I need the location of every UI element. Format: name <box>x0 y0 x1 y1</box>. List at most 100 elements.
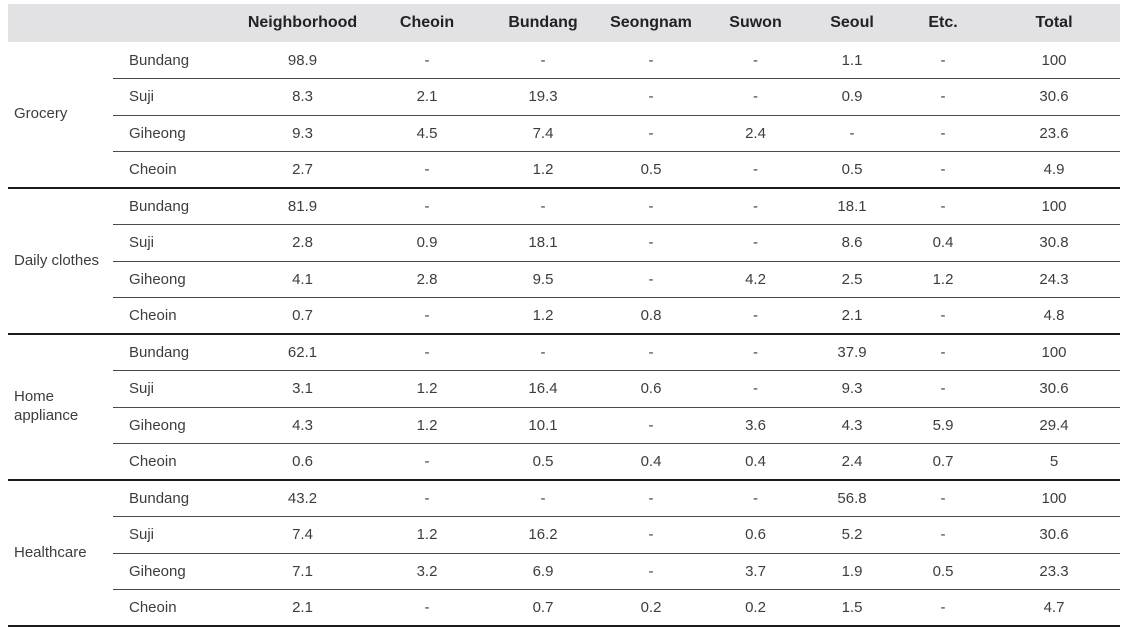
value-cell: 5.9 <box>898 407 988 444</box>
value-cell: - <box>705 42 806 79</box>
value-cell: - <box>898 151 988 189</box>
value-cell: 0.6 <box>597 370 705 408</box>
value-cell: 37.9 <box>806 334 898 371</box>
value-cell: 7.4 <box>489 115 597 152</box>
value-cell: - <box>489 334 597 371</box>
row-label: Cheoin <box>113 297 240 335</box>
value-cell: - <box>705 188 806 225</box>
value-cell: 0.6 <box>240 443 365 481</box>
value-cell: 0.2 <box>705 589 806 627</box>
value-cell: - <box>365 151 489 189</box>
value-cell: 2.7 <box>240 151 365 189</box>
value-cell: 3.7 <box>705 553 806 590</box>
value-cell: - <box>597 261 705 298</box>
row-label: Giheong <box>113 115 240 152</box>
value-cell: - <box>365 334 489 371</box>
value-cell: 16.4 <box>489 370 597 408</box>
row-label: Cheoin <box>113 443 240 481</box>
row-label: Bundang <box>113 42 240 79</box>
column-header: Bundang <box>489 4 597 42</box>
table-row: Suji 7.4 1.2 16.2-0.6 5.2-30.6 <box>8 516 1120 554</box>
value-cell: - <box>898 480 988 517</box>
value-cell: 81.9 <box>240 188 365 225</box>
value-cell: 3.1 <box>240 370 365 408</box>
column-header: Etc. <box>898 4 988 42</box>
value-cell: - <box>705 334 806 371</box>
value-cell: 2.4 <box>806 443 898 481</box>
value-cell: - <box>365 42 489 79</box>
value-cell: 0.4 <box>597 443 705 481</box>
value-cell: 0.2 <box>597 589 705 627</box>
column-header: Seongnam <box>597 4 705 42</box>
value-cell: 1.2 <box>489 151 597 189</box>
table-row: Cheoin 2.7-1.2 0.5-0.5-4.9 <box>8 151 1120 189</box>
corner-cell <box>8 4 240 42</box>
value-cell: 1.5 <box>806 589 898 627</box>
table-row: Giheong 9.3 4.5 7.4-2.4- -23.6 <box>8 115 1120 152</box>
group-label: Grocery <box>8 42 113 189</box>
column-header: Suwon <box>705 4 806 42</box>
value-cell: 0.5 <box>898 553 988 590</box>
value-cell: - <box>365 443 489 481</box>
value-cell: - <box>489 42 597 79</box>
row-label: Cheoin <box>113 589 240 627</box>
value-cell: 0.7 <box>898 443 988 481</box>
row-label: Suji <box>113 224 240 262</box>
value-cell: 18.1 <box>806 188 898 225</box>
value-cell: 43.2 <box>240 480 365 517</box>
value-cell: 0.8 <box>597 297 705 335</box>
value-cell: 4.5 <box>365 115 489 152</box>
value-cell: 1.9 <box>806 553 898 590</box>
value-cell: - <box>898 370 988 408</box>
value-cell: 2.8 <box>240 224 365 262</box>
value-cell: - <box>898 188 988 225</box>
group-label: Healthcare <box>8 480 113 627</box>
value-cell: 2.1 <box>806 297 898 335</box>
value-cell: 8.3 <box>240 78 365 116</box>
value-cell: - <box>898 589 988 627</box>
value-cell: 0.4 <box>898 224 988 262</box>
value-cell: 6.9 <box>489 553 597 590</box>
table-row: Healthcare Bundang 43.2- - - -56.8-100 <box>8 480 1120 627</box>
row-label: Giheong <box>113 553 240 590</box>
value-cell: - <box>489 480 597 517</box>
value-cell: 2.8 <box>365 261 489 298</box>
table-header: Neighborhood Cheoin Bundang Seongnam Suwon Se… <box>8 4 1120 42</box>
value-cell: 100 <box>988 334 1120 371</box>
row-label: Suji <box>113 78 240 116</box>
value-cell: 4.9 <box>988 151 1120 189</box>
value-cell: 30.6 <box>988 370 1120 408</box>
value-cell: 1.2 <box>365 516 489 554</box>
value-cell: - <box>597 553 705 590</box>
value-cell: 8.6 <box>806 224 898 262</box>
value-cell: 7.4 <box>240 516 365 554</box>
value-cell: - <box>898 516 988 554</box>
value-cell: 1.2 <box>489 297 597 335</box>
table-row: Home appliance Bundang 62.1- - - -37.9-100 <box>8 334 1120 481</box>
value-cell: 3.6 <box>705 407 806 444</box>
group-label: Home appliance <box>8 334 113 481</box>
value-cell: - <box>365 480 489 517</box>
table-row: Suji 2.8 0.9 18.1- -8.6 0.4 30.8 <box>8 224 1120 262</box>
value-cell: - <box>806 115 898 152</box>
value-cell: - <box>365 589 489 627</box>
value-cell: 5 <box>988 443 1120 481</box>
value-cell: - <box>597 407 705 444</box>
value-cell: 56.8 <box>806 480 898 517</box>
value-cell: 2.4 <box>705 115 806 152</box>
value-cell: - <box>705 78 806 116</box>
value-cell: - <box>597 334 705 371</box>
value-cell: 100 <box>988 480 1120 517</box>
value-cell: - <box>898 334 988 371</box>
value-cell: 0.6 <box>705 516 806 554</box>
value-cell: - <box>705 370 806 408</box>
value-cell: - <box>898 78 988 116</box>
value-cell: 4.2 <box>705 261 806 298</box>
column-header: Total <box>988 4 1120 42</box>
value-cell: 1.1 <box>806 42 898 79</box>
value-cell: 10.1 <box>489 407 597 444</box>
value-cell: - <box>705 480 806 517</box>
value-cell: - <box>597 115 705 152</box>
value-cell: - <box>489 188 597 225</box>
value-cell: 0.5 <box>806 151 898 189</box>
